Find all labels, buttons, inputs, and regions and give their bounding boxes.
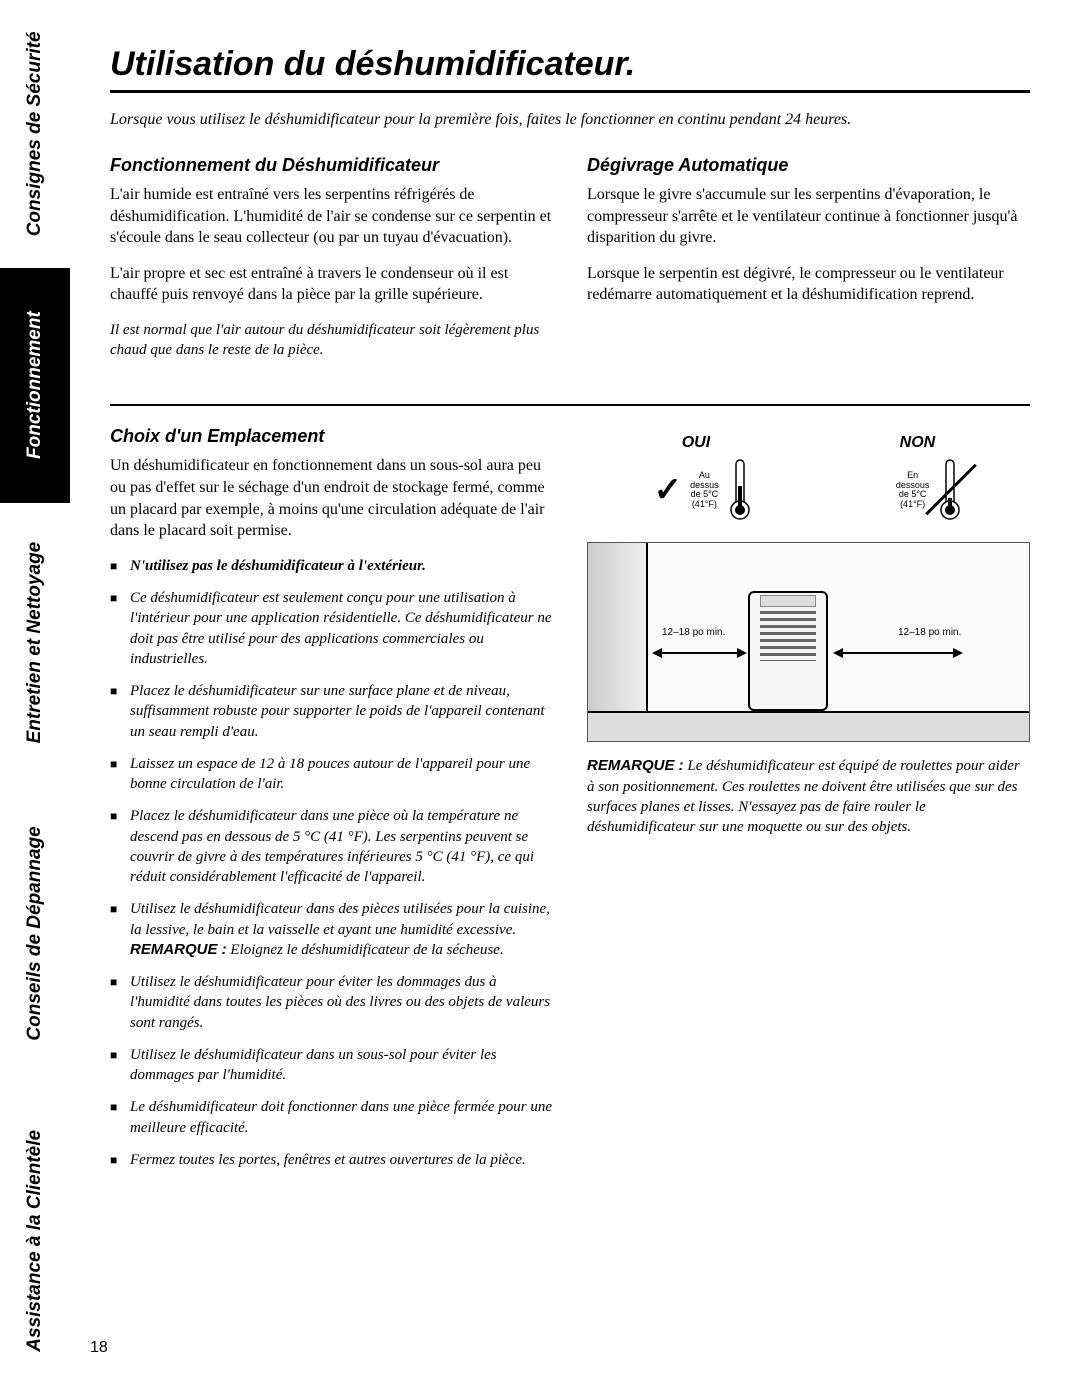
tab-customer-support[interactable]: Assistance à la Clientèle bbox=[0, 1084, 70, 1397]
temperature-diagram: OUI NON ✓ Au dessus de 5°C (41°F) En des… bbox=[587, 434, 1030, 522]
bullet-item: Le déshumidificateur doit fonctionner da… bbox=[110, 1097, 553, 1138]
page-title: Utilisation du déshumidificateur. bbox=[110, 45, 1030, 84]
thermometer-ok: ✓ Au dessus de 5°C (41°F) bbox=[654, 458, 753, 522]
operation-p2: L'air propre et sec est entraîné à trave… bbox=[110, 263, 553, 306]
bullet-item: Laissez un espace de 12 à 18 pouces auto… bbox=[110, 754, 553, 795]
col-defrost: Dégivrage Automatique Lorsque le givre s… bbox=[587, 155, 1030, 374]
wall-icon bbox=[588, 543, 648, 713]
bullet-item: N'utilisez pas le déshumidificateur à l'… bbox=[110, 556, 553, 576]
top-columns: Fonctionnement du Déshumidificateur L'ai… bbox=[110, 155, 1030, 374]
remark-text: REMARQUE : Le déshumidificateur est équi… bbox=[587, 756, 1030, 837]
defrost-p1: Lorsque le givre s'accumule sur les serp… bbox=[587, 184, 1030, 249]
check-icon: ✓ bbox=[654, 470, 683, 510]
tab-safety[interactable]: Consignes de Sécurité bbox=[0, 0, 70, 268]
tab-maintenance[interactable]: Entretien et Nettoyage bbox=[0, 503, 70, 782]
mid-rule bbox=[110, 404, 1030, 406]
tab-operation[interactable]: Fonctionnement bbox=[0, 268, 70, 503]
intro-text: Lorsque vous utilisez le déshumidificate… bbox=[110, 111, 1030, 129]
arrow-right-icon bbox=[833, 643, 963, 663]
bullet-item: Placez le déshumidificateur dans une piè… bbox=[110, 806, 553, 887]
col-location: Choix d'un Emplacement Un déshumidificat… bbox=[110, 426, 553, 1182]
heading-location: Choix d'un Emplacement bbox=[110, 426, 553, 447]
non-label: NON bbox=[900, 434, 936, 452]
col-diagram: OUI NON ✓ Au dessus de 5°C (41°F) En des… bbox=[587, 426, 1030, 1182]
bullet-item: Utilisez le déshumidificateur dans un so… bbox=[110, 1045, 553, 1086]
thermometer-icon bbox=[727, 458, 753, 522]
bullet-item: Fermez toutes les portes, fenêtres et au… bbox=[110, 1150, 553, 1170]
oui-label: OUI bbox=[682, 434, 710, 452]
page-content: Utilisation du déshumidificateur. Lorsqu… bbox=[70, 0, 1080, 1212]
heading-operation: Fonctionnement du Déshumidificateur bbox=[110, 155, 553, 176]
placement-diagram: 12–18 po min. 12–18 po min. bbox=[587, 542, 1030, 742]
oui-temp-text: Au dessus de 5°C (41°F) bbox=[690, 471, 719, 511]
floor-icon bbox=[588, 711, 1029, 741]
tab-troubleshooting[interactable]: Conseils de Dépannage bbox=[0, 783, 70, 1085]
bullet-item: Utilisez le déshumidificateur dans des p… bbox=[110, 899, 553, 960]
bullet-item: Utilisez le déshumidificateur pour évite… bbox=[110, 972, 553, 1033]
thermometer-not-ok: En dessous de 5°C (41°F) bbox=[896, 458, 964, 522]
location-p1: Un déshumidificateur en fonctionnement d… bbox=[110, 455, 553, 541]
page-number: 18 bbox=[90, 1339, 108, 1357]
location-bullets: N'utilisez pas le déshumidificateur à l'… bbox=[110, 556, 553, 1170]
bullet-item: Ce déshumidificateur est seulement conçu… bbox=[110, 588, 553, 669]
defrost-p2: Lorsque le serpentin est dégivré, le com… bbox=[587, 263, 1030, 306]
title-rule bbox=[110, 90, 1030, 93]
heading-defrost: Dégivrage Automatique bbox=[587, 155, 1030, 176]
arrow-left-icon bbox=[652, 643, 747, 663]
operation-note: Il est normal que l'air autour du déshum… bbox=[110, 320, 553, 361]
bullet-item: Placez le déshumidificateur sur une surf… bbox=[110, 681, 553, 742]
distance-right-label: 12–18 po min. bbox=[898, 627, 961, 638]
distance-left-label: 12–18 po min. bbox=[662, 627, 725, 638]
non-temp-text: En dessous de 5°C (41°F) bbox=[896, 471, 930, 511]
dehumidifier-icon bbox=[748, 591, 828, 711]
col-operation: Fonctionnement du Déshumidificateur L'ai… bbox=[110, 155, 553, 374]
sidebar: Consignes de Sécurité Fonctionnement Ent… bbox=[0, 0, 70, 1397]
operation-p1: L'air humide est entraîné vers les serpe… bbox=[110, 184, 553, 249]
bottom-columns: Choix d'un Emplacement Un déshumidificat… bbox=[110, 426, 1030, 1182]
